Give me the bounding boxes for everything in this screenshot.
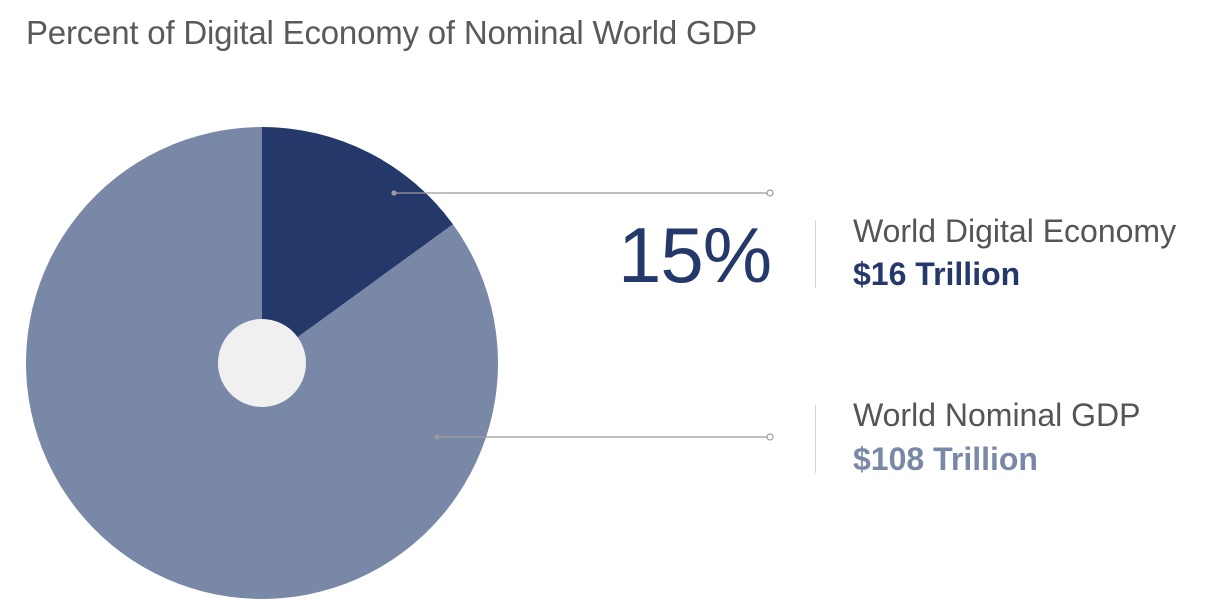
legend-value-world-digital-economy: $16 Trillion bbox=[853, 256, 1021, 292]
leader-dot-gdp-start bbox=[434, 434, 440, 440]
leader-dot-digital-start bbox=[391, 190, 397, 196]
legend-value-world-nominal-gdp: $108 Trillion bbox=[853, 441, 1038, 477]
legend-divider-gdp bbox=[815, 405, 816, 473]
legend-divider-digital bbox=[815, 220, 816, 288]
legend-label-world-digital-economy: World Digital Economy bbox=[853, 213, 1177, 249]
chart-title: Percent of Digital Economy of Nominal Wo… bbox=[26, 14, 757, 51]
legend-label-world-nominal-gdp: World Nominal GDP bbox=[853, 397, 1141, 433]
leader-dot-gdp-end bbox=[766, 433, 774, 441]
pie-slice-world-digital-economy bbox=[262, 127, 453, 363]
percent-annotation: 15% bbox=[618, 211, 772, 299]
leader-dot-digital-end bbox=[766, 189, 774, 197]
pie-center-hole bbox=[218, 319, 306, 407]
